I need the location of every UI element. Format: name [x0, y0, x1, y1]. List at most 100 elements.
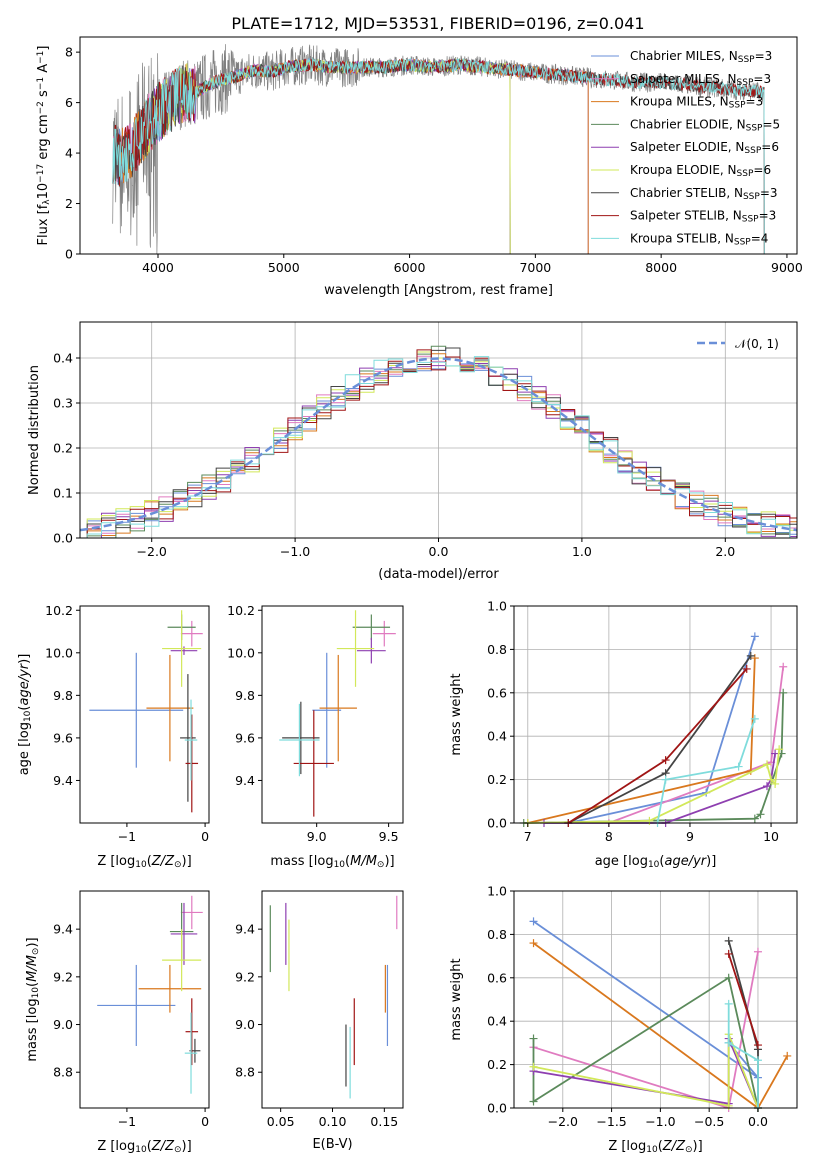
mass-vs-EBV-panel: 0.05 0.10 0.15 8.8 9.0 9.2 9.4 E(B-V)	[235, 890, 404, 1152]
x-axis-label-part: M/M	[350, 854, 377, 869]
x-axis-label-part: )	[182, 854, 187, 869]
x-tick-label: −1.0	[645, 1114, 675, 1129]
x-tick-label: 0.0	[429, 544, 449, 559]
y-tick-label: 10.2	[227, 603, 255, 618]
series-marker	[529, 1034, 538, 1043]
x-axis-label: Z [log10(Z/Z⊙)]	[97, 854, 191, 870]
y-tick-label: 0	[65, 247, 73, 262]
x-tick-label: −0.5	[694, 1114, 724, 1129]
y-axis-label-part: 10	[23, 710, 33, 722]
x-axis-label-part: 10	[135, 860, 147, 870]
legend-label-part: Chabrier ELODIE, N	[630, 117, 746, 131]
y-axis-label-part: M/M	[25, 955, 40, 982]
legend-label: Kroupa ELODIE, NSSP=6	[630, 163, 771, 179]
x-axis-label-part: )	[693, 1139, 698, 1154]
y-tick-label: 9.6	[235, 730, 255, 745]
series-marker	[771, 779, 780, 788]
x-tick-label: 7	[524, 829, 532, 844]
x-tick-label: 8	[605, 829, 613, 844]
series-marker	[529, 917, 538, 926]
y-tick-label: 0.6	[487, 970, 507, 985]
y-tick-label: 10.2	[45, 603, 73, 618]
y-axis-label-part: 10	[36, 183, 51, 200]
series-marker	[529, 939, 538, 948]
series-marker	[724, 936, 733, 945]
histogram-6	[80, 347, 797, 538]
x-axis-label-part: Z [log	[97, 854, 135, 869]
y-axis-label-part: 10	[31, 987, 41, 999]
x-axis-label-part: Z/Z	[151, 854, 175, 869]
axes-frame	[79, 605, 210, 824]
series-marker	[756, 810, 765, 819]
x-tick-label: 0	[201, 829, 209, 844]
x-tick-label: 9000	[771, 260, 803, 275]
series-line	[527, 658, 756, 824]
y-tick-label: 0.8	[487, 642, 507, 657]
y-axis-label-part: ]	[36, 46, 51, 51]
legend-label-part: SSP	[742, 215, 759, 225]
x-axis-label-part: Z/Z	[662, 1139, 686, 1154]
figure-title: PLATE=1712, MJD=53531, FIBERID=0196, z=0…	[231, 14, 644, 33]
y-axis-label-part: A	[36, 64, 51, 77]
model-spectrum-6	[112, 57, 765, 254]
legend-label-part: SSP	[743, 192, 760, 202]
series-marker	[762, 782, 771, 791]
series-marker	[724, 973, 733, 982]
x-axis-label-part: ]	[187, 854, 192, 869]
y-tick-label: 9.4	[53, 922, 73, 937]
histogram-0	[80, 347, 797, 538]
x-axis-label-part: age [log	[595, 854, 648, 869]
y-tick-label: 9.4	[235, 773, 255, 788]
y-axis-label: Flux [fλ10−17 erg cm−2 s−1 A−1]	[36, 46, 52, 246]
y-axis-label: mass [log10(M/M⊙)]	[25, 937, 41, 1061]
x-tick-label: −2.0	[137, 544, 167, 559]
x-tick-label: 0.05	[267, 1114, 295, 1129]
series-marker	[724, 999, 733, 1008]
y-tick-label: 8.8	[53, 1065, 73, 1080]
series-marker	[742, 664, 751, 673]
x-axis-label-part: Z/Z	[151, 1139, 175, 1154]
legend-label-part: Kroupa STELIB, N	[630, 231, 734, 245]
x-tick-label: −1.0	[280, 544, 310, 559]
y-axis-label-part: Flux [f	[36, 204, 51, 245]
axes-frame	[79, 890, 210, 1109]
series-marker	[724, 949, 733, 958]
x-axis-label: age [log10(age/yr)]	[595, 854, 717, 870]
legend-label-part: SSP	[746, 124, 763, 134]
legend-label-part: SSP	[734, 238, 751, 248]
histogram-8	[80, 356, 797, 538]
series-marker	[779, 688, 788, 697]
series-marker	[734, 762, 743, 771]
legend-label-part: =3	[755, 49, 773, 63]
y-axis-label: age [log10(age/yr)]	[17, 654, 33, 776]
model-spectrum-7	[112, 58, 765, 254]
y-axis-label-part: −17	[36, 164, 46, 183]
x-axis-label: (data-model)/error	[378, 567, 499, 582]
y-axis-label-part: ⊙	[31, 948, 41, 956]
legend-label: Kroupa STELIB, NSSP=4	[630, 231, 768, 247]
y-tick-label: 4	[65, 146, 73, 161]
y-axis-label-part: erg cm	[36, 114, 51, 163]
series-marker	[661, 756, 670, 765]
x-tick-label: 9	[686, 829, 694, 844]
legend-label: Chabrier STELIB, NSSP=3	[630, 186, 778, 202]
y-tick-label: 8	[65, 45, 73, 60]
series-line	[533, 1033, 759, 1109]
series-line	[568, 636, 756, 824]
x-tick-label: 2.0	[715, 544, 735, 559]
legend-label: Chabrier ELODIE, NSSP=5	[630, 117, 780, 133]
x-tick-label: 8000	[645, 260, 677, 275]
y-tick-label: 0.0	[487, 1101, 507, 1116]
axes-frame	[261, 605, 404, 824]
x-axis-label-part: ⊙	[174, 860, 182, 870]
legend-label-part: =3	[753, 72, 771, 86]
x-axis-label-part: ⊙	[377, 860, 385, 870]
y-tick-label: 2	[65, 196, 73, 211]
x-axis-label-part: Z [log	[97, 1139, 135, 1154]
series-marker	[661, 775, 670, 784]
legend-label: Kroupa MILES, NSSP=3	[630, 95, 763, 111]
y-tick-label: 0.2	[53, 441, 73, 456]
series-marker	[529, 1097, 538, 1106]
series-marker	[750, 632, 759, 641]
